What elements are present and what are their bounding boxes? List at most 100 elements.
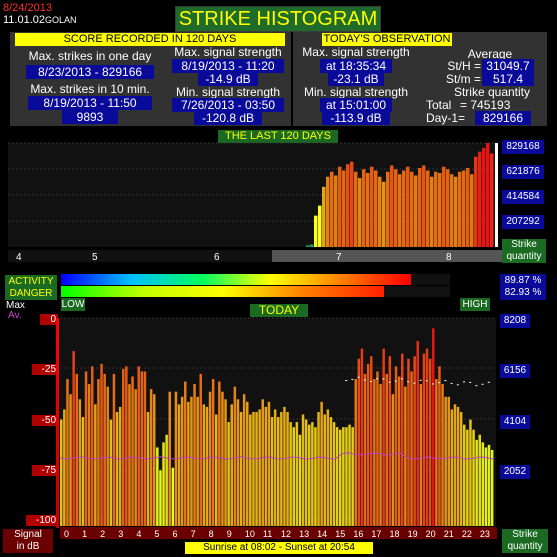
today-bar (162, 442, 165, 526)
today-bar (184, 381, 187, 526)
today-max-dot (394, 380, 397, 382)
stm-value: 517.4 (482, 72, 534, 86)
last120-bar (322, 186, 326, 247)
db-tick-100: -100 (26, 515, 58, 526)
last120-chart: 4 5 6 7 8 (8, 142, 512, 263)
today-bar (370, 356, 373, 526)
today-bar (246, 401, 249, 526)
today-bar (438, 366, 441, 526)
today-bar (428, 358, 432, 526)
today-bar (351, 427, 354, 526)
current-date: 8/24/2013 (3, 2, 52, 14)
hour-label: 2 (100, 529, 105, 539)
today-bar (264, 406, 268, 526)
last120-bar (470, 174, 474, 247)
today-bar (252, 411, 255, 526)
last120-bar (306, 245, 310, 247)
last120-bar (338, 166, 342, 247)
max-signal-db: -14.9 dB (198, 72, 258, 86)
last120-bar (430, 176, 434, 247)
max-day-value: 8/23/2013 - 829166 (26, 65, 154, 79)
last120-heading: THE LAST 120 DAYS (218, 130, 338, 143)
signal-axis-label: Signal in dB (3, 529, 53, 553)
today-bar (308, 424, 311, 526)
hour-label: 12 (281, 529, 291, 539)
last120-bar (342, 170, 346, 247)
qty-tick-4104: 4104 (500, 415, 530, 429)
today-max-dot (487, 381, 490, 383)
today-bar (422, 353, 426, 526)
today-bar (397, 376, 401, 526)
hour-label: 10 (245, 529, 255, 539)
today-bar (435, 379, 438, 526)
hour-label: 3 (118, 529, 123, 539)
today-bar (326, 409, 330, 526)
today-bar (140, 371, 144, 526)
today-avg-line (59, 452, 495, 460)
hour-label: 4 (136, 529, 141, 539)
today-max-dot (475, 385, 478, 387)
today-bar (289, 422, 292, 526)
today-bar (277, 417, 280, 526)
today-bar (357, 358, 361, 526)
today-max-dot (413, 382, 416, 384)
today-bar (413, 356, 416, 526)
today-bar (323, 414, 326, 526)
today-bar (69, 394, 72, 526)
today-bar (311, 422, 314, 526)
today-bar (187, 401, 190, 526)
today-bar (348, 424, 351, 526)
today-bar (258, 409, 261, 526)
stm-label: St/m = (445, 72, 481, 86)
today-max-dot (425, 380, 428, 382)
today-bar (180, 396, 184, 526)
today-max-dot (357, 376, 360, 378)
last120-bar (410, 171, 414, 247)
hour-label: 19 (408, 529, 418, 539)
last120-bar (482, 147, 486, 247)
today-bar (94, 404, 97, 526)
today-bar (153, 394, 156, 526)
page-title: STRIKE HISTOGRAM (175, 6, 381, 32)
today-bar (475, 439, 478, 526)
today-bar (416, 341, 419, 526)
min-signal-db: -120.8 dB (194, 111, 262, 125)
today-max-dot (407, 381, 410, 383)
today-bar (87, 384, 91, 526)
signal-axis-label-2: in dB (16, 541, 40, 552)
today-bar (143, 371, 147, 526)
today-max-line (345, 376, 490, 387)
today-bar (224, 399, 227, 526)
hour-label: 7 (191, 529, 196, 539)
today-bar (304, 419, 308, 526)
db-tick-50: -50 (32, 415, 58, 426)
qty-tick-2052: 2052 (500, 465, 530, 479)
max-10min-count: 9893 (62, 110, 118, 124)
today-bar (215, 414, 218, 526)
today-bar (177, 404, 181, 526)
hour-label: 23 (480, 529, 490, 539)
today-bar (481, 442, 485, 526)
today-max-dot (370, 380, 372, 382)
score-heading: SCORE RECORDED IN 120 DAYS (15, 33, 285, 46)
hour-label: 18 (390, 529, 400, 539)
last120-bar (350, 161, 354, 247)
last120-bar (418, 167, 422, 247)
today-bar (388, 356, 392, 526)
today-bar (112, 373, 116, 526)
today-bar (345, 427, 348, 526)
today-bar (211, 379, 215, 526)
last120-bar (462, 170, 466, 247)
today-bar (419, 384, 423, 526)
last120-ytick-4: 207292 (502, 215, 544, 229)
last120-bar (454, 176, 458, 247)
today-bar (137, 366, 140, 526)
today-bar (171, 467, 175, 526)
today-bar (456, 406, 460, 526)
day1-value: 829166 (475, 111, 531, 125)
today-bar (208, 391, 212, 526)
today-bar (236, 399, 240, 526)
hour-label: 22 (462, 529, 472, 539)
hour-label: 21 (444, 529, 454, 539)
today-bar (159, 470, 162, 526)
